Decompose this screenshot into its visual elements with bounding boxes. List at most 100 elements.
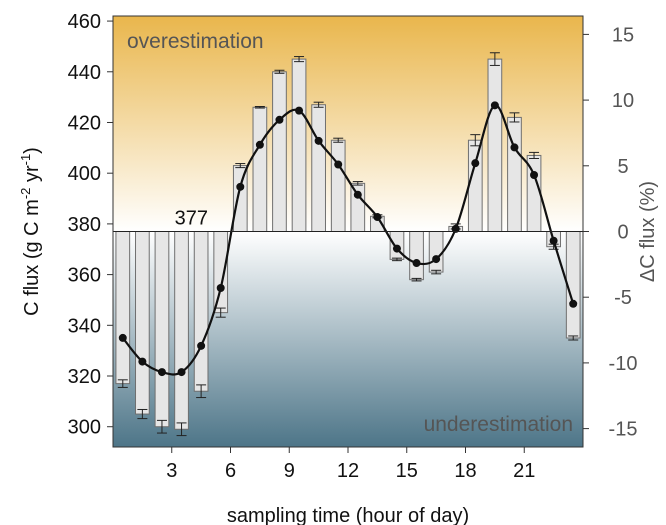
delta-point — [334, 160, 343, 169]
y-tick-label: 340 — [68, 315, 101, 337]
delta-point — [138, 357, 147, 366]
y-axis-title-superscript: -1 — [18, 154, 33, 166]
bar — [428, 231, 444, 273]
error-bar — [235, 163, 246, 169]
error-bar — [411, 277, 422, 282]
y-axis-title: C flux (g C m-2 yr-1) — [18, 147, 43, 316]
bar — [330, 139, 346, 233]
error-bar — [529, 151, 540, 159]
overestimation-label: overestimation — [127, 30, 264, 53]
x-tick-label: 21 — [513, 460, 535, 482]
bar — [291, 58, 307, 232]
y2-axis-title: ΔC flux (%) — [637, 181, 659, 282]
error-bar — [568, 335, 579, 341]
error-bar — [156, 419, 167, 434]
baseline-value-label: 377 — [175, 208, 208, 230]
y-axis-title-part: ) — [21, 147, 43, 154]
error-bar — [254, 106, 265, 109]
delta-point — [177, 368, 186, 377]
y2-tick-label: 10 — [612, 90, 634, 112]
error-bar — [274, 69, 285, 74]
y-tick-label: 460 — [68, 11, 101, 33]
y2-tick-label: 5 — [617, 156, 628, 178]
x-axis-title: sampling time (hour of day) — [227, 505, 469, 525]
bar — [154, 231, 170, 428]
error-bar — [391, 257, 402, 262]
y-tick-label: 380 — [68, 214, 101, 236]
bar — [311, 104, 326, 232]
y-tick-label: 360 — [68, 265, 101, 287]
x-tick-label: 6 — [225, 460, 236, 482]
delta-point — [353, 190, 362, 199]
delta-point — [197, 341, 206, 350]
delta-point — [255, 140, 264, 149]
delta-point — [157, 368, 166, 377]
error-bar — [352, 181, 363, 186]
bar — [232, 165, 248, 232]
delta-point — [471, 159, 480, 168]
y2-tick-label: 15 — [612, 24, 634, 46]
y-tick-label: 320 — [68, 366, 101, 388]
x-axis: 3 6 9 12 15 18 21 — [166, 447, 535, 482]
delta-point — [314, 136, 323, 145]
error-bar — [196, 384, 207, 399]
delta-point — [275, 115, 284, 124]
bar — [115, 231, 131, 385]
bar — [193, 231, 209, 392]
delta-point — [530, 170, 539, 179]
y2-tick-label: -15 — [609, 419, 638, 441]
underestimation-label: underestimation — [424, 413, 573, 436]
y-axis-title-part: C flux (g C m — [21, 199, 43, 316]
x-tick-label: 9 — [284, 460, 295, 482]
error-bar — [470, 134, 481, 147]
y-axis-left: 300 320 340 360 380 400 420 440 460 — [68, 11, 113, 439]
delta-point — [490, 101, 499, 110]
y-axis-right: -15 -10 -5 0 5 10 15 — [583, 24, 638, 441]
x-tick-label: 12 — [337, 460, 359, 482]
bar — [467, 139, 483, 233]
error-bar — [313, 101, 324, 108]
x-tick-label: 3 — [166, 460, 177, 482]
y-tick-label: 440 — [68, 62, 101, 84]
error-bar — [137, 408, 148, 420]
delta-point — [373, 213, 382, 222]
y2-tick-label: 0 — [617, 222, 628, 244]
delta-point — [432, 255, 441, 264]
bar — [409, 231, 424, 281]
delta-point — [216, 284, 225, 293]
delta-point — [118, 333, 127, 342]
underestimation-region — [113, 231, 583, 447]
error-bar — [489, 52, 500, 66]
bar — [252, 106, 268, 232]
y-tick-label: 420 — [68, 112, 101, 134]
error-bar — [117, 379, 128, 388]
delta-point — [451, 224, 460, 233]
x-tick-label: 15 — [396, 460, 418, 482]
bar — [135, 231, 150, 415]
x-tick-label: 18 — [454, 460, 476, 482]
y-tick-label: 300 — [68, 417, 101, 439]
delta-point — [295, 106, 304, 115]
delta-point — [412, 259, 421, 268]
y-tick-label: 400 — [68, 163, 101, 185]
bar — [272, 71, 287, 232]
y-axis-title-part: yr — [21, 165, 43, 188]
error-bar — [333, 137, 344, 143]
delta-point — [569, 299, 578, 308]
bar — [487, 58, 503, 232]
error-bar — [215, 307, 226, 318]
y2-tick-label: -10 — [609, 353, 638, 375]
error-bar — [294, 56, 305, 63]
bar — [213, 231, 229, 314]
delta-point — [549, 236, 558, 245]
bar — [350, 182, 366, 232]
error-bar — [431, 269, 442, 275]
bar — [174, 231, 189, 430]
delta-point — [236, 182, 245, 191]
delta-line-series — [118, 101, 578, 377]
delta-point — [510, 143, 519, 152]
error-bar — [509, 112, 520, 123]
y-axis-title-superscript: -2 — [18, 188, 33, 200]
delta-point — [392, 244, 401, 253]
